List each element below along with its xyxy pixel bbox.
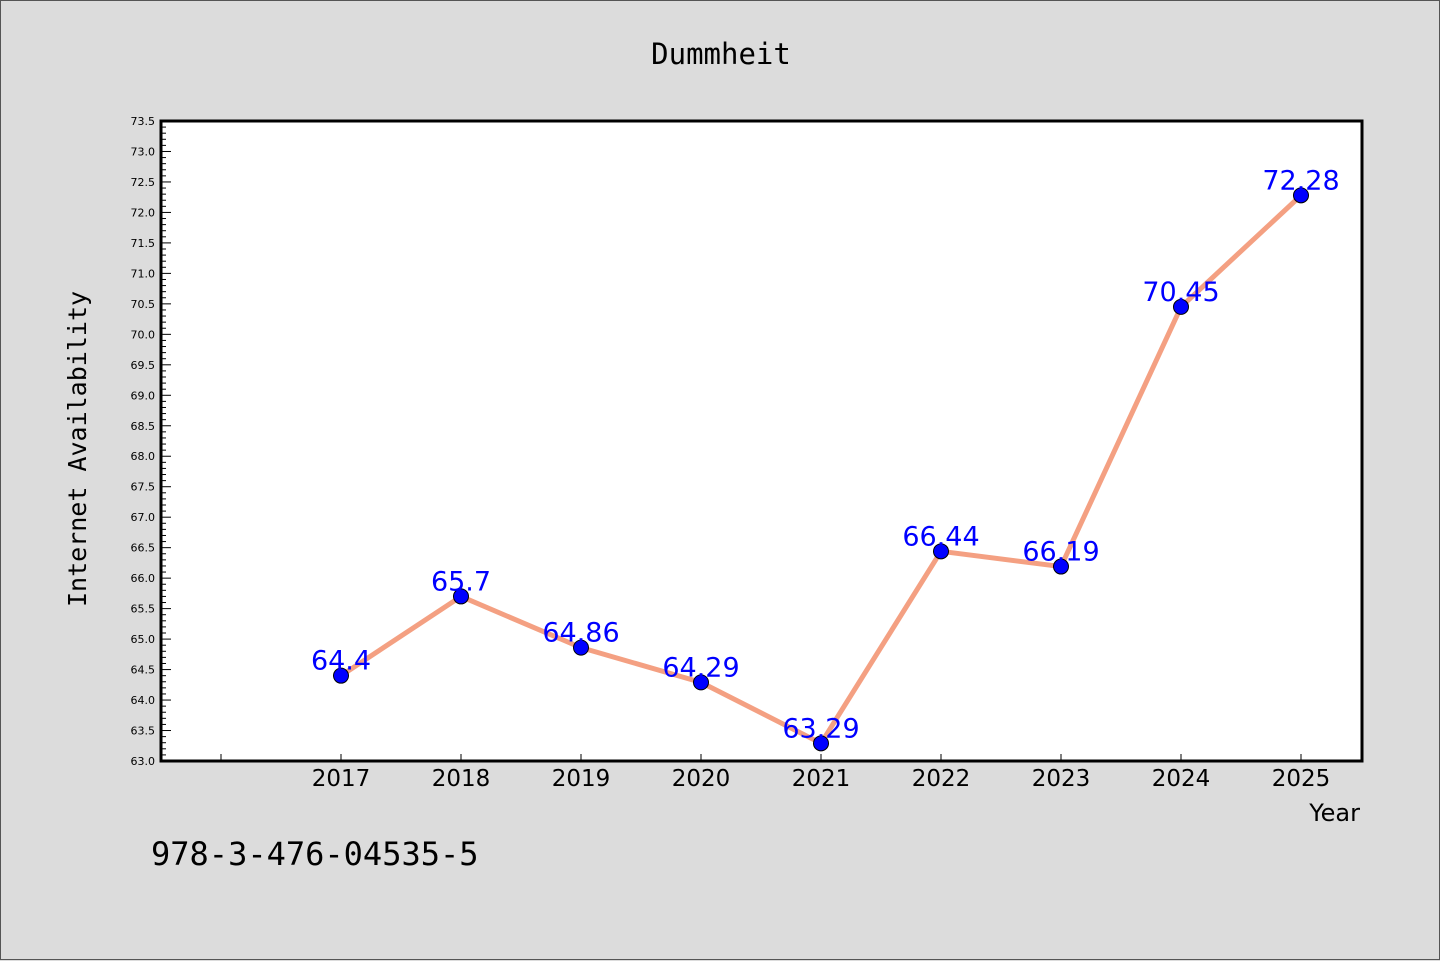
- y-tick-label: 70.5: [131, 298, 156, 311]
- y-axis-ticks: 63.0 63.5 64.0 64.5 65.0 65.5 66.0 66.5 67.0 67.5…: [131, 115, 171, 768]
- y-tick-label: 73.0: [131, 145, 156, 158]
- x-axis-label: Year: [1308, 799, 1360, 827]
- x-tick-label: 2019: [552, 766, 611, 792]
- y-tick-label: 70.0: [131, 328, 156, 341]
- data-label: 64.4: [311, 646, 371, 677]
- y-tick-label: 69.5: [131, 359, 156, 372]
- x-tick-label: 2025: [1272, 766, 1331, 792]
- y-tick-label: 67.0: [131, 511, 156, 524]
- data-point: [933, 543, 949, 560]
- y-tick-label: 68.5: [131, 420, 156, 433]
- data-point: [1173, 298, 1189, 315]
- x-axis-ticks: 2017 2018 2019 2020 2021 2022 2023 2024 2025: [220, 754, 1331, 792]
- y-tick-label: 65.0: [131, 633, 156, 646]
- y-tick-label: 66.0: [131, 572, 156, 585]
- x-tick-label: 2023: [1032, 766, 1091, 792]
- x-tick-label: 2022: [912, 766, 971, 792]
- y-tick-label: 66.5: [131, 542, 156, 555]
- chart-title: Dummheit: [651, 37, 791, 71]
- x-tick-label: 2020: [672, 766, 731, 792]
- x-tick-label: 2017: [312, 766, 371, 792]
- y-tick-label: 72.5: [131, 176, 156, 189]
- data-point: [333, 667, 349, 684]
- y-tick-label: 68.0: [131, 450, 156, 463]
- footnote-isbn: 978-3-476-04535-5: [151, 835, 479, 873]
- y-tick-label: 71.0: [131, 267, 156, 280]
- data-label: 66.44: [902, 521, 979, 552]
- data-label: 72.28: [1262, 165, 1339, 196]
- data-label: 64.29: [662, 652, 739, 683]
- data-point: [573, 639, 589, 656]
- data-point: [1293, 187, 1309, 204]
- y-tick-label: 69.0: [131, 389, 156, 402]
- data-point: [453, 588, 469, 605]
- data-label: 65.7: [431, 566, 491, 597]
- y-tick-label: 73.5: [131, 115, 156, 128]
- data-label: 63.29: [782, 713, 859, 744]
- y-tick-label: 63.0: [131, 755, 156, 768]
- data-label: 66.19: [1022, 537, 1099, 568]
- x-tick-label: 2021: [792, 766, 851, 792]
- data-label: 64.86: [542, 618, 619, 649]
- data-series: 64.4 65.7 64.86 64.29 63.29 66.44 66.19 70.45 72…: [311, 165, 1340, 752]
- plot-area: [161, 121, 1362, 761]
- data-point: [1053, 558, 1069, 575]
- data-label: 70.45: [1142, 277, 1219, 308]
- x-tick-label: 2024: [1152, 766, 1211, 792]
- plot-border: [159, 119, 1364, 763]
- y-tick-label: 64.5: [131, 664, 156, 677]
- data-point: [693, 674, 709, 691]
- y-tick-label: 65.5: [131, 603, 156, 616]
- y-tick-label: 72.0: [131, 206, 156, 219]
- y-axis-label: Internet Availability: [63, 291, 92, 607]
- y-tick-label: 63.5: [131, 725, 156, 738]
- y-tick-label: 64.0: [131, 694, 156, 707]
- y-tick-label: 71.5: [131, 237, 156, 250]
- data-point: [813, 735, 829, 752]
- x-tick-label: 2018: [432, 766, 491, 792]
- y-tick-label: 67.5: [131, 481, 156, 494]
